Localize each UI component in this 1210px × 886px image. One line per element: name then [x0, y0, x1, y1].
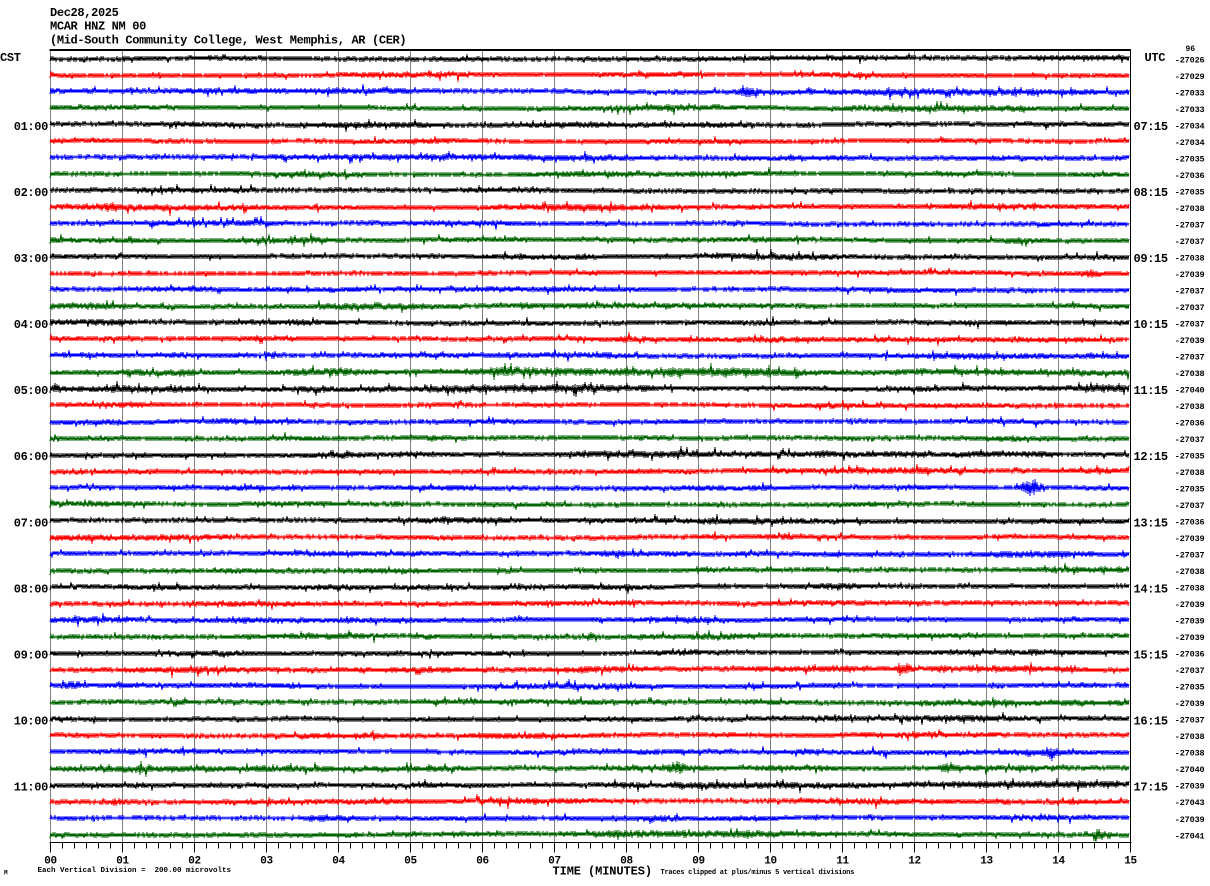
svg-text:03: 03 [260, 856, 273, 868]
svg-text:02:00: 02:00 [14, 186, 48, 200]
svg-text:10: 10 [764, 856, 777, 868]
svg-text:12: 12 [908, 856, 921, 868]
svg-text:-27038: -27038 [1175, 732, 1205, 742]
svg-text:-27037: -27037 [1175, 666, 1205, 676]
svg-text:09:00: 09:00 [14, 648, 48, 662]
svg-text:-27036: -27036 [1175, 650, 1205, 660]
svg-text:11:15: 11:15 [1134, 384, 1168, 398]
svg-text:08:00: 08:00 [14, 582, 48, 596]
svg-text:-27036: -27036 [1175, 171, 1205, 181]
svg-text:-27039: -27039 [1175, 600, 1205, 610]
svg-text:14: 14 [1052, 856, 1065, 868]
svg-text:-27034: -27034 [1175, 121, 1205, 131]
svg-text:Dec28,2025: Dec28,2025 [50, 6, 119, 20]
svg-text:-27037: -27037 [1175, 551, 1205, 561]
svg-text:-27038: -27038 [1175, 402, 1205, 412]
svg-text:-27040: -27040 [1175, 386, 1205, 396]
svg-text:-27033: -27033 [1175, 88, 1205, 98]
svg-text:16:15: 16:15 [1134, 714, 1168, 728]
svg-text:12:15: 12:15 [1134, 450, 1168, 464]
svg-text:08:15: 08:15 [1134, 186, 1168, 200]
svg-text:14:15: 14:15 [1134, 582, 1168, 596]
svg-text:-27036: -27036 [1175, 419, 1205, 429]
svg-text:-27039: -27039 [1175, 617, 1205, 627]
svg-text:M: M [4, 870, 8, 877]
svg-text:-27037: -27037 [1175, 716, 1205, 726]
svg-text:-27035: -27035 [1175, 485, 1205, 495]
svg-text:-27037: -27037 [1175, 435, 1205, 445]
svg-text:06:00: 06:00 [14, 450, 48, 464]
svg-text:01: 01 [116, 856, 129, 868]
svg-text:-27029: -27029 [1175, 72, 1205, 82]
svg-text:03:00: 03:00 [14, 252, 48, 266]
svg-text:-27035: -27035 [1175, 187, 1205, 197]
svg-text:10:15: 10:15 [1134, 318, 1168, 332]
svg-text:CST: CST [0, 51, 21, 65]
svg-text:00: 00 [44, 856, 57, 868]
svg-text:15: 15 [1124, 856, 1137, 868]
svg-text:-27033: -27033 [1175, 105, 1205, 115]
svg-text:-27036: -27036 [1175, 518, 1205, 528]
svg-text:11:00: 11:00 [14, 780, 48, 794]
svg-text:-27037: -27037 [1175, 237, 1205, 247]
svg-text:10:00: 10:00 [14, 714, 48, 728]
svg-text:-27037: -27037 [1175, 220, 1205, 230]
svg-text:-27043: -27043 [1175, 798, 1205, 808]
svg-text:07:00: 07:00 [14, 516, 48, 530]
svg-text:11: 11 [836, 856, 849, 868]
svg-text:04:00: 04:00 [14, 318, 48, 332]
svg-text:MCAR HNZ NM 00: MCAR HNZ NM 00 [50, 20, 146, 34]
svg-text:07: 07 [548, 856, 561, 868]
svg-text:17:15: 17:15 [1134, 780, 1168, 794]
svg-text:-27038: -27038 [1175, 253, 1205, 263]
svg-text:-27038: -27038 [1175, 204, 1205, 214]
svg-text:-27038: -27038 [1175, 468, 1205, 478]
svg-text:01:00: 01:00 [14, 120, 48, 134]
svg-text:-27035: -27035 [1175, 154, 1205, 164]
svg-text:-27037: -27037 [1175, 303, 1205, 313]
svg-text:Each Vertical Division = 200.: Each Vertical Division = 200.00 microvol… [38, 867, 232, 875]
svg-text:-27038: -27038 [1175, 369, 1205, 379]
svg-text:-27037: -27037 [1175, 501, 1205, 511]
svg-text:TIME (MINUTES): TIME (MINUTES) [553, 865, 652, 879]
svg-text:-27038: -27038 [1175, 749, 1205, 759]
svg-text:09:15: 09:15 [1134, 252, 1168, 266]
svg-text:-27038: -27038 [1175, 567, 1205, 577]
svg-text:05:00: 05:00 [14, 384, 48, 398]
svg-text:-27034: -27034 [1175, 138, 1205, 148]
svg-text:Traces clipped at plus/minus 5: Traces clipped at plus/minus 5 vertical … [661, 869, 855, 877]
svg-text:04: 04 [332, 856, 345, 868]
svg-text:-27039: -27039 [1175, 270, 1205, 280]
svg-text:-27035: -27035 [1175, 683, 1205, 693]
svg-text:-27037: -27037 [1175, 353, 1205, 363]
svg-text:-27035: -27035 [1175, 452, 1205, 462]
svg-text:08: 08 [620, 856, 633, 868]
svg-text:06: 06 [476, 856, 489, 868]
svg-text:(Mid-South Community College,: (Mid-South Community College, West Memph… [50, 33, 406, 47]
svg-text:-27037: -27037 [1175, 320, 1205, 330]
svg-text:05: 05 [404, 856, 417, 868]
svg-text:UTC: UTC [1145, 51, 1166, 65]
svg-text:-27039: -27039 [1175, 534, 1205, 544]
svg-text:-27040: -27040 [1175, 765, 1205, 775]
svg-text:-27038: -27038 [1175, 584, 1205, 594]
svg-text:15:15: 15:15 [1134, 648, 1168, 662]
svg-text:13:15: 13:15 [1134, 516, 1168, 530]
svg-text:09: 09 [692, 856, 705, 868]
svg-text:96: 96 [1186, 45, 1196, 54]
svg-text:-27039: -27039 [1175, 336, 1205, 346]
svg-text:-27026: -27026 [1175, 55, 1205, 65]
svg-text:02: 02 [188, 856, 201, 868]
svg-text:-27039: -27039 [1175, 815, 1205, 825]
svg-text:-27037: -27037 [1175, 286, 1205, 296]
svg-text:-27039: -27039 [1175, 782, 1205, 792]
svg-text:-27041: -27041 [1175, 831, 1205, 841]
svg-text:-27039: -27039 [1175, 633, 1205, 643]
svg-text:-27039: -27039 [1175, 699, 1205, 709]
svg-text:13: 13 [980, 856, 993, 868]
svg-text:07:15: 07:15 [1134, 120, 1168, 134]
